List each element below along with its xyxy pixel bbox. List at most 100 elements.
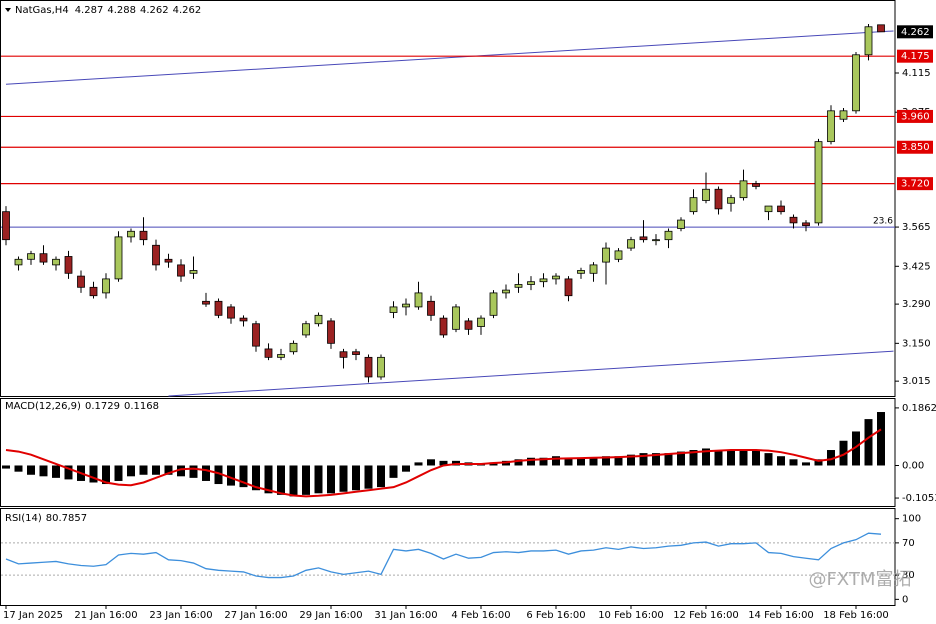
y-tick-label: 0 (902, 594, 908, 605)
macd-bar (689, 450, 698, 466)
candle-body (714, 188, 723, 210)
candle-body (452, 306, 460, 330)
macd-bar (377, 465, 385, 488)
y-tick-label: 100 (902, 514, 921, 525)
macd-bar (102, 465, 110, 485)
macd-bar (514, 459, 523, 466)
candle-body (739, 180, 748, 199)
candle-body (589, 264, 598, 274)
x-tick-label: 27 Jan 16:00 (224, 610, 287, 621)
candle-body (239, 317, 248, 322)
macd-bar (139, 465, 148, 475)
candle-body (314, 314, 323, 325)
y-tick-label: 70 (902, 538, 915, 549)
candle-body (414, 292, 423, 308)
level-box (897, 49, 933, 63)
candle-body (602, 247, 610, 263)
macd-bar (639, 453, 648, 466)
level-label: 4.175 (901, 51, 930, 62)
macd-bar (402, 465, 410, 472)
x-tick-label: 23 Jan 16:00 (149, 610, 212, 621)
candle-body (752, 183, 760, 187)
rsi-line (5, 532, 882, 579)
macd-bar (664, 453, 673, 466)
high: 4.288 (107, 5, 136, 16)
y-tick-label: 4.115 (902, 68, 931, 79)
candle-body (364, 356, 373, 378)
candle-body (439, 317, 448, 336)
macd-bar (314, 465, 323, 494)
candle-body (839, 110, 848, 120)
candle-body (339, 351, 348, 358)
candle-body (664, 230, 673, 241)
macd-bar (814, 459, 823, 466)
candle-body (52, 258, 60, 266)
candle-body (327, 320, 335, 344)
candle-body (14, 258, 23, 266)
macd-bar (839, 440, 848, 466)
macd-bar (789, 459, 798, 466)
chart-title: NatGas,H4 (15, 5, 69, 16)
macd-bar (352, 465, 360, 491)
macd-bar (527, 457, 535, 466)
macd-bar (777, 456, 785, 466)
x-tick-label: 31 Jan 16:00 (374, 610, 437, 621)
candle-body (2, 211, 10, 241)
candle-body (477, 317, 485, 327)
candle-body (139, 230, 148, 241)
candle-body (289, 342, 298, 353)
x-tick-label: 29 Jan 16:00 (299, 610, 362, 621)
trendline (5, 30, 894, 85)
macd-bar (264, 465, 273, 494)
y-tick-label: -0.1053 (902, 493, 936, 504)
macd-bar (27, 465, 35, 475)
x-tick-label: 6 Feb 16:00 (526, 610, 585, 621)
macd-bar (552, 456, 560, 466)
macd-bar (252, 465, 260, 491)
y-tick-label: 3.425 (902, 261, 931, 272)
macd-bar (339, 465, 348, 492)
candle-body (214, 300, 223, 316)
y-tick-label: 3.565 (902, 222, 931, 233)
candle-body (702, 188, 710, 201)
candle-body (502, 289, 510, 294)
macd-bar (414, 462, 423, 466)
macd-bar (702, 448, 710, 466)
candle-body (677, 219, 685, 229)
macd-bar (164, 465, 173, 475)
y-tick-label: 3.015 (902, 376, 931, 387)
macd-bar (89, 465, 98, 483)
candle-body (802, 222, 810, 227)
candle-body (777, 205, 785, 213)
candle-body (577, 270, 585, 274)
candle-body (539, 278, 548, 283)
macd-bar (627, 454, 635, 466)
chart-header: NatGas,H4 4.287 4.288 4.262 4.262 (15, 5, 201, 16)
macd-bar (577, 457, 585, 466)
candle-body (789, 216, 798, 224)
candle-body (264, 348, 273, 358)
price-panel (0, 0, 896, 397)
macd-bar (602, 456, 610, 466)
candle-body (552, 275, 560, 280)
x-tick-label: 14 Feb 16:00 (748, 610, 814, 621)
macd-bar (64, 465, 73, 480)
level-label: 3.850 (901, 142, 930, 153)
macd-bar (539, 457, 548, 466)
candle-body (514, 284, 523, 288)
candle-body (464, 320, 473, 330)
candle-body (39, 253, 48, 263)
macd-bar (39, 465, 48, 477)
macd-bar (439, 460, 448, 466)
candle-body (652, 239, 660, 242)
candle-body (402, 303, 410, 308)
y-tick-label: 3.290 (902, 299, 931, 310)
candle-body (689, 197, 698, 213)
macd-bar (327, 465, 335, 494)
menu-arrow (5, 8, 11, 12)
candle-body (202, 300, 210, 305)
rsi-title: RSI(14) (5, 513, 42, 524)
candle-body (164, 258, 173, 263)
level-box (897, 177, 933, 191)
candle-body (377, 356, 385, 378)
